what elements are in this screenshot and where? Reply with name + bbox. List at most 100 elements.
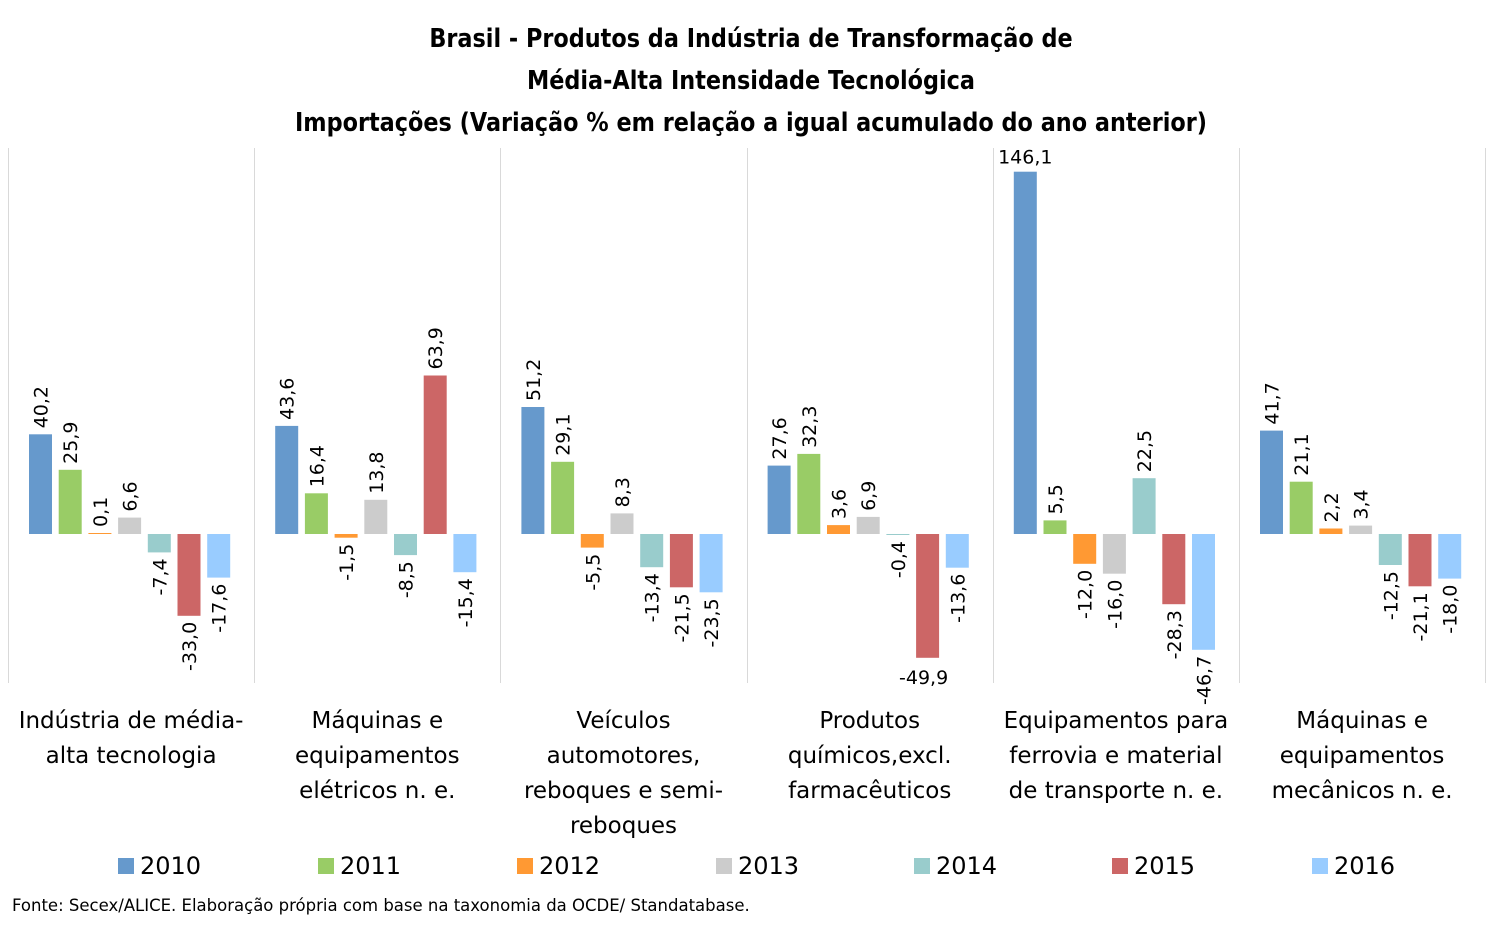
category-label: Indústria de média-	[19, 708, 244, 734]
data-label: -49,9	[899, 667, 948, 689]
category-label: Veículos	[576, 708, 670, 734]
data-label: 27,6	[769, 417, 791, 459]
data-label: -12,0	[1075, 570, 1097, 619]
legend-item-2011: 2011	[318, 848, 401, 884]
category-label: mecânicos n. e.	[1272, 778, 1453, 804]
legend-label: 2015	[1134, 852, 1196, 880]
bar-2011	[58, 469, 82, 534]
data-label: 13,8	[366, 451, 388, 493]
data-label: 0,1	[90, 497, 112, 527]
data-label: -12,5	[1380, 571, 1402, 620]
data-label: -28,3	[1164, 610, 1186, 659]
data-label: 8,3	[612, 477, 634, 507]
bar-2012	[1073, 534, 1097, 564]
legend-swatch	[1312, 858, 1328, 874]
legend-label: 2010	[140, 852, 202, 880]
bar-2015	[1408, 534, 1432, 587]
data-label: -0,4	[888, 541, 910, 578]
legend-swatch	[1112, 858, 1128, 874]
bar-2014	[886, 534, 910, 535]
category-label: ferrovia e material	[1009, 743, 1222, 769]
bar-2013	[118, 517, 142, 534]
bar-2010	[1013, 171, 1037, 534]
bar-2010	[767, 465, 791, 534]
bar-2016	[207, 534, 231, 578]
bar-2010	[29, 434, 52, 534]
bar-2014	[394, 534, 417, 556]
data-label: 63,9	[425, 327, 447, 369]
bar-2011	[1043, 520, 1067, 534]
bar-2010	[521, 407, 545, 534]
data-label: 51,2	[523, 359, 545, 401]
data-label: 6,9	[858, 481, 880, 511]
category-label: Equipamentos para	[1004, 708, 1229, 734]
data-label: -21,5	[671, 593, 693, 642]
data-label: -1,5	[336, 544, 358, 581]
data-label: 43,6	[277, 378, 299, 420]
category-label: alta tecnologia	[46, 743, 217, 769]
bar-2015	[423, 375, 447, 534]
data-label: 5,5	[1045, 484, 1067, 514]
category-label: farmacêuticos	[788, 778, 951, 804]
data-label: -33,0	[179, 622, 201, 671]
chart-legend: 2010 2011 2012 2013 2014 2015 2016	[0, 848, 1502, 884]
data-label: -18,0	[1440, 585, 1462, 634]
data-label: -7,4	[149, 558, 171, 595]
source-note: Fonte: Secex/ALICE. Elaboração própria c…	[12, 896, 750, 915]
bar-2016	[453, 534, 477, 573]
category-label: elétricos n. e.	[299, 778, 455, 804]
legend-label: 2012	[539, 852, 601, 880]
bar-2016	[699, 534, 723, 593]
data-label: -17,6	[209, 584, 231, 633]
bar-2011	[797, 453, 821, 534]
data-label: -8,5	[396, 561, 418, 598]
category-label: Máquinas e	[311, 708, 443, 734]
legend-swatch	[318, 858, 334, 874]
legend-swatch	[517, 858, 533, 874]
legend-label: 2013	[738, 852, 800, 880]
bar-2012	[334, 534, 358, 538]
chart-title-line-2: Média-Alta Intensidade Tecnológica	[526, 66, 976, 96]
chart-title-line-3: Importações (Variação % em relação a igu…	[294, 108, 1208, 138]
bar-2015	[177, 534, 201, 616]
bar-2016	[1192, 534, 1215, 650]
data-label: 6,6	[120, 481, 142, 511]
category-label: equipamentos	[1280, 743, 1445, 769]
bar-2012	[1319, 528, 1343, 534]
data-label: 3,4	[1351, 489, 1373, 519]
bar-2016	[1438, 534, 1462, 579]
bar-2011	[1289, 481, 1313, 534]
bar-2012	[580, 534, 604, 548]
bar-2013	[1102, 534, 1126, 574]
data-label: -13,4	[642, 573, 664, 622]
data-label: -15,4	[455, 578, 477, 627]
category-label: químicos,excl.	[788, 743, 952, 769]
legend-swatch	[118, 858, 134, 874]
bar-2012	[88, 533, 112, 534]
legend-item-2010: 2010	[118, 848, 201, 884]
category-label: automotores,	[547, 743, 701, 769]
bar-2015	[1162, 534, 1186, 605]
data-label: 3,6	[829, 489, 851, 519]
category-label: reboques	[570, 813, 677, 839]
category-label: equipamentos	[295, 743, 460, 769]
bar-2013	[1349, 525, 1373, 534]
data-label: -13,6	[947, 574, 969, 623]
legend-item-2016: 2016	[1312, 848, 1395, 884]
data-label: -21,1	[1410, 592, 1432, 641]
category-label: reboques e semi-	[524, 778, 723, 804]
data-label: 29,1	[553, 413, 575, 455]
data-label: 41,7	[1262, 382, 1284, 424]
bar-2015	[916, 534, 940, 658]
data-label: 16,4	[306, 445, 328, 487]
bar-2013	[610, 513, 634, 534]
legend-label: 2014	[936, 852, 998, 880]
chart-title-line-1: Brasil - Produtos da Indústria de Transf…	[429, 24, 1073, 54]
legend-item-2012: 2012	[517, 848, 600, 884]
legend-label: 2016	[1334, 852, 1396, 880]
bar-2013	[364, 499, 388, 534]
bar-2014	[1132, 478, 1156, 534]
data-label: 21,1	[1291, 433, 1313, 475]
bar-2010	[1260, 430, 1283, 534]
